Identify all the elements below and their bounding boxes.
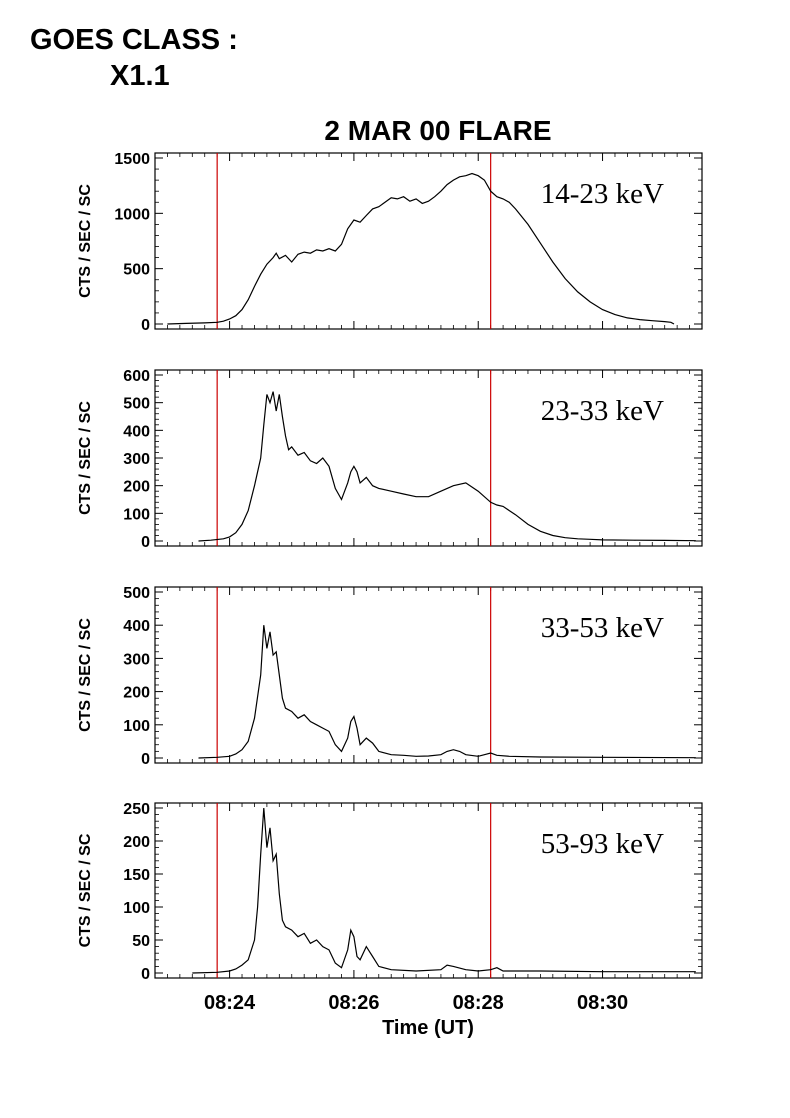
- panel-2: 0 100 200 300 400 500 600 CTS / SEC / SC 23-33 k…: [77, 368, 703, 551]
- y-tick-label: 200: [123, 685, 150, 702]
- y-tick-label: 200: [123, 479, 150, 496]
- chart-title: 2 MAR 00 FLARE: [324, 115, 551, 146]
- count-rate-series: [198, 625, 696, 759]
- y-tick-label: 150: [123, 867, 150, 884]
- y-axis-label: CTS / SEC / SC: [77, 833, 94, 947]
- x-tick-label: 08:26: [328, 992, 379, 1014]
- energy-band-label: 14-23 keV: [541, 178, 664, 210]
- goes-class-label: GOES CLASS :: [30, 24, 238, 56]
- y-tick-label: 1500: [114, 151, 150, 168]
- x-axis-label: Time (UT): [382, 1017, 474, 1039]
- y-tick-label: 50: [132, 933, 150, 950]
- y-tick-label: 0: [141, 966, 150, 983]
- y-axis-label: CTS / SEC / SC: [77, 618, 94, 732]
- y-tick-label: 100: [123, 900, 150, 917]
- panel-3: 0 100 200 300 400 500 CTS / SEC / SC 33-53 keV: [77, 585, 703, 768]
- y-tick-label: 600: [123, 368, 150, 385]
- y-tick-label: 0: [141, 317, 150, 334]
- x-axis: 08:24 08:26 08:28 08:30: [204, 992, 628, 1014]
- y-axis-label: CTS / SEC / SC: [77, 401, 94, 515]
- energy-band-label: 33-53 keV: [541, 612, 664, 644]
- x-tick-label: 08:28: [453, 992, 504, 1014]
- y-tick-label: 200: [123, 834, 150, 851]
- y-tick-label: 500: [123, 262, 150, 279]
- panel-4: 0 50 100 150 200 250 CTS / SEC / SC 53-93 keV: [77, 801, 703, 983]
- energy-band-label: 23-33 keV: [541, 395, 664, 427]
- y-tick-label: 0: [141, 751, 150, 768]
- energy-band-label: 53-93 keV: [541, 828, 664, 860]
- panel-1: 0 500 1000 1500 CTS / SEC / SC 14-23 keV: [77, 151, 703, 334]
- y-tick-label: 400: [123, 423, 150, 440]
- y-tick-label: 1000: [114, 206, 150, 223]
- count-rate-series: [192, 807, 696, 974]
- goes-class-value: X1.1: [110, 60, 170, 92]
- y-tick-label: 500: [123, 585, 150, 602]
- y-axis-label: CTS / SEC / SC: [77, 184, 94, 298]
- y-tick-label: 100: [123, 506, 150, 523]
- y-tick-label: 100: [123, 718, 150, 735]
- y-tick-label: 300: [123, 451, 150, 468]
- y-tick-label: 0: [141, 534, 150, 551]
- y-tick-label: 300: [123, 651, 150, 668]
- y-tick-label: 500: [123, 396, 150, 413]
- x-tick-label: 08:24: [204, 992, 256, 1014]
- y-tick-label: 400: [123, 618, 150, 635]
- y-tick-label: 250: [123, 801, 150, 818]
- count-rate-series: [198, 391, 696, 542]
- count-rate-series: [167, 172, 675, 325]
- x-tick-label: 08:30: [577, 992, 628, 1014]
